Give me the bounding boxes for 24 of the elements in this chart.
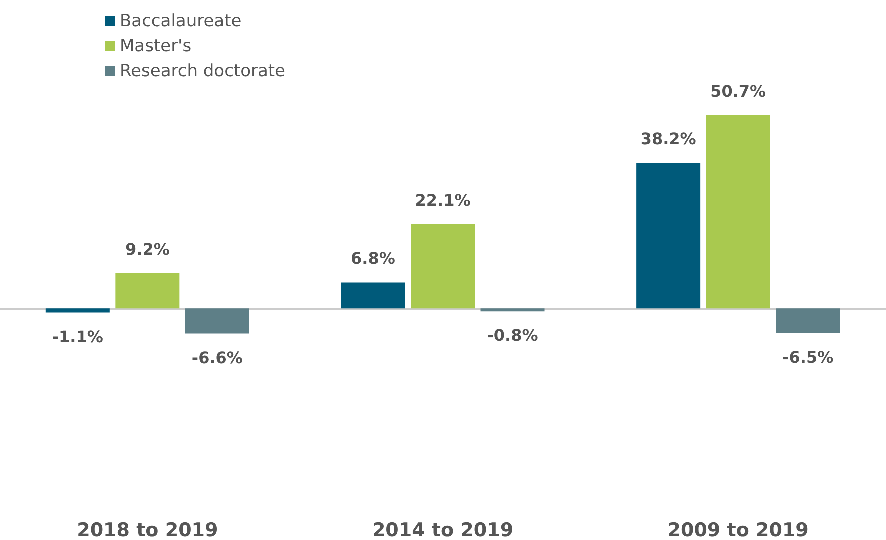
x-tick-label: 2009 to 2019 <box>668 520 809 540</box>
data-label: -0.8% <box>487 326 538 346</box>
bar <box>411 224 475 309</box>
data-label: 6.8% <box>351 249 396 268</box>
data-label: -6.6% <box>192 348 243 368</box>
data-label: 22.1% <box>415 190 471 210</box>
x-tick-label: 2014 to 2019 <box>372 520 514 540</box>
bar <box>776 308 840 334</box>
bar <box>46 308 110 313</box>
data-label: 38.2% <box>640 130 696 149</box>
bar <box>706 115 770 309</box>
data-label: 9.2% <box>125 240 170 260</box>
data-label: -1.1% <box>52 327 104 346</box>
bar <box>636 163 701 309</box>
data-label: -6.5% <box>782 348 834 367</box>
legend-label: Baccalaureate <box>120 12 242 32</box>
bar <box>116 274 180 309</box>
bar <box>185 308 250 334</box>
x-tick-label: 2018 to 2019 <box>77 520 218 540</box>
legend-label: Master's <box>120 36 192 56</box>
data-label: 50.7% <box>710 82 766 101</box>
bar <box>341 282 406 309</box>
legend-label: Research doctorate <box>120 62 286 82</box>
bar <box>480 308 545 312</box>
